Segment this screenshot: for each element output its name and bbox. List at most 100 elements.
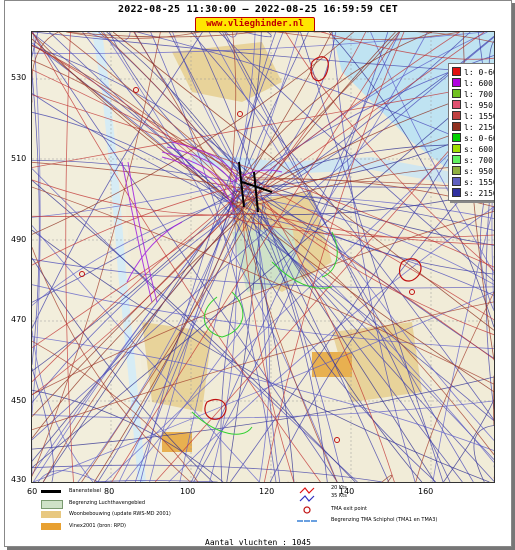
starting-track xyxy=(32,36,494,441)
starting-track xyxy=(232,191,494,231)
starting-track xyxy=(32,111,244,214)
flight-track-map[interactable]: l: 0-600m l: 600-700m l: 700-950m l: 950-15… xyxy=(31,31,495,483)
x-tick-120: 120 xyxy=(259,487,275,496)
legend-label: s: 950-1550m xyxy=(464,167,494,176)
legend-item: l: 700-950m xyxy=(452,89,494,100)
landing-track xyxy=(32,186,494,385)
legend-label: l: 950-1550m xyxy=(464,101,494,110)
legend-swatch xyxy=(452,78,461,87)
landing-track xyxy=(244,184,494,336)
landing-track xyxy=(81,210,256,482)
landing-track xyxy=(112,32,494,331)
starting-track xyxy=(32,32,485,54)
landing-track xyxy=(32,216,229,396)
tma-exit-icon xyxy=(303,506,311,514)
approach-track-1 xyxy=(171,141,238,183)
starting-track xyxy=(32,225,260,482)
landing-track xyxy=(313,32,494,43)
water-channel xyxy=(192,152,494,192)
runway-swatch xyxy=(41,490,61,493)
runways xyxy=(238,161,273,213)
landing-track xyxy=(93,189,251,482)
starting-track xyxy=(33,291,494,482)
legend-item: s: 0-600m xyxy=(452,133,494,144)
landing-track xyxy=(235,189,494,360)
x-tick-60: 60 xyxy=(27,487,38,496)
legend-label: l: 700-950m xyxy=(464,90,494,99)
starting-track xyxy=(220,203,259,482)
landing-track xyxy=(32,94,494,268)
brand-badge[interactable]: www.vlieghinder.nl xyxy=(195,17,315,32)
starting-track xyxy=(32,330,94,482)
landing-track xyxy=(227,216,494,238)
starting-track xyxy=(32,400,494,419)
landing-track xyxy=(32,179,230,216)
landing-track xyxy=(32,32,161,477)
approach-track-2 xyxy=(166,146,237,193)
landing-track xyxy=(58,32,248,188)
landing-track xyxy=(32,301,494,431)
legend-label: s: 0-600m xyxy=(464,134,494,143)
legend-wind-35: 35 Kts xyxy=(331,493,347,499)
landing-track xyxy=(32,45,246,205)
landing-track xyxy=(264,32,405,482)
local-track-2 xyxy=(271,261,333,289)
landing-track xyxy=(242,32,433,178)
legend-item: s: 700-950m xyxy=(452,155,494,166)
runway-2 xyxy=(241,181,273,193)
starting-track xyxy=(32,32,203,329)
legend-swatch xyxy=(452,144,461,153)
tma-exit-point-5 xyxy=(409,289,415,295)
starting-track xyxy=(168,32,390,482)
landing-track xyxy=(32,213,257,218)
map-canvas xyxy=(32,32,494,482)
landing-track xyxy=(493,375,494,426)
tma-exit-point-1 xyxy=(133,87,139,93)
legend-label: s: 700-950m xyxy=(464,156,494,165)
starting-track xyxy=(32,78,494,468)
holding-pattern-1 xyxy=(310,56,329,82)
legend-item: s: 600-700m xyxy=(452,144,494,155)
landing-track xyxy=(277,32,460,41)
legend-label: l: 2150-3650m xyxy=(464,123,494,132)
y-tick-470: 470 xyxy=(11,315,27,324)
landing-track xyxy=(32,83,494,168)
legend-vinex: Vinex2001 (bron: RPD) xyxy=(69,523,126,529)
starting-track xyxy=(32,42,494,460)
legend-label: s: 1550-2150m xyxy=(464,178,494,187)
altitude-legend: l: 0-600m l: 600-700m l: 700-950m l: 950-15… xyxy=(448,63,494,201)
starting-track xyxy=(150,32,277,482)
approach-track-7 xyxy=(126,221,183,283)
starting-track xyxy=(32,197,237,372)
landing-track xyxy=(32,161,263,193)
legend-airport-boundary: Begrenzing Luchthavengebied xyxy=(69,500,146,506)
wind-arrow-icon xyxy=(299,487,315,502)
legend-label: s: 2150-3650m xyxy=(464,189,494,198)
y-tick-510: 510 xyxy=(11,154,27,163)
map-frame: 2022-08-25 11:30:00 – 2022-08-25 16:59:5… xyxy=(4,0,512,547)
starting-track xyxy=(232,215,437,482)
starting-track xyxy=(443,399,494,482)
starting-track xyxy=(32,257,214,482)
legend-swatch xyxy=(452,67,461,76)
approach-track-4 xyxy=(161,156,235,213)
landing-track xyxy=(32,44,236,197)
legend-item: l: 600-700m xyxy=(452,78,494,89)
legend-swatch xyxy=(452,177,461,186)
landing-track xyxy=(32,32,354,235)
vinex-area xyxy=(312,352,352,377)
landing-track xyxy=(32,186,236,266)
legend-swatch xyxy=(452,166,461,175)
legend-label: l: 0-600m xyxy=(464,68,494,77)
legend-swatch xyxy=(452,100,461,109)
starting-track xyxy=(94,480,218,482)
approach-track-8 xyxy=(231,169,283,183)
housing-swatch xyxy=(41,511,61,518)
landing-track xyxy=(42,200,252,482)
landing-track xyxy=(240,205,338,482)
runway-3 xyxy=(253,171,259,213)
y-tick-450: 450 xyxy=(11,396,27,405)
starting-track xyxy=(208,32,494,441)
legend-runways: Banenstelsel xyxy=(69,488,102,494)
tma-exit-point-2 xyxy=(237,111,243,117)
